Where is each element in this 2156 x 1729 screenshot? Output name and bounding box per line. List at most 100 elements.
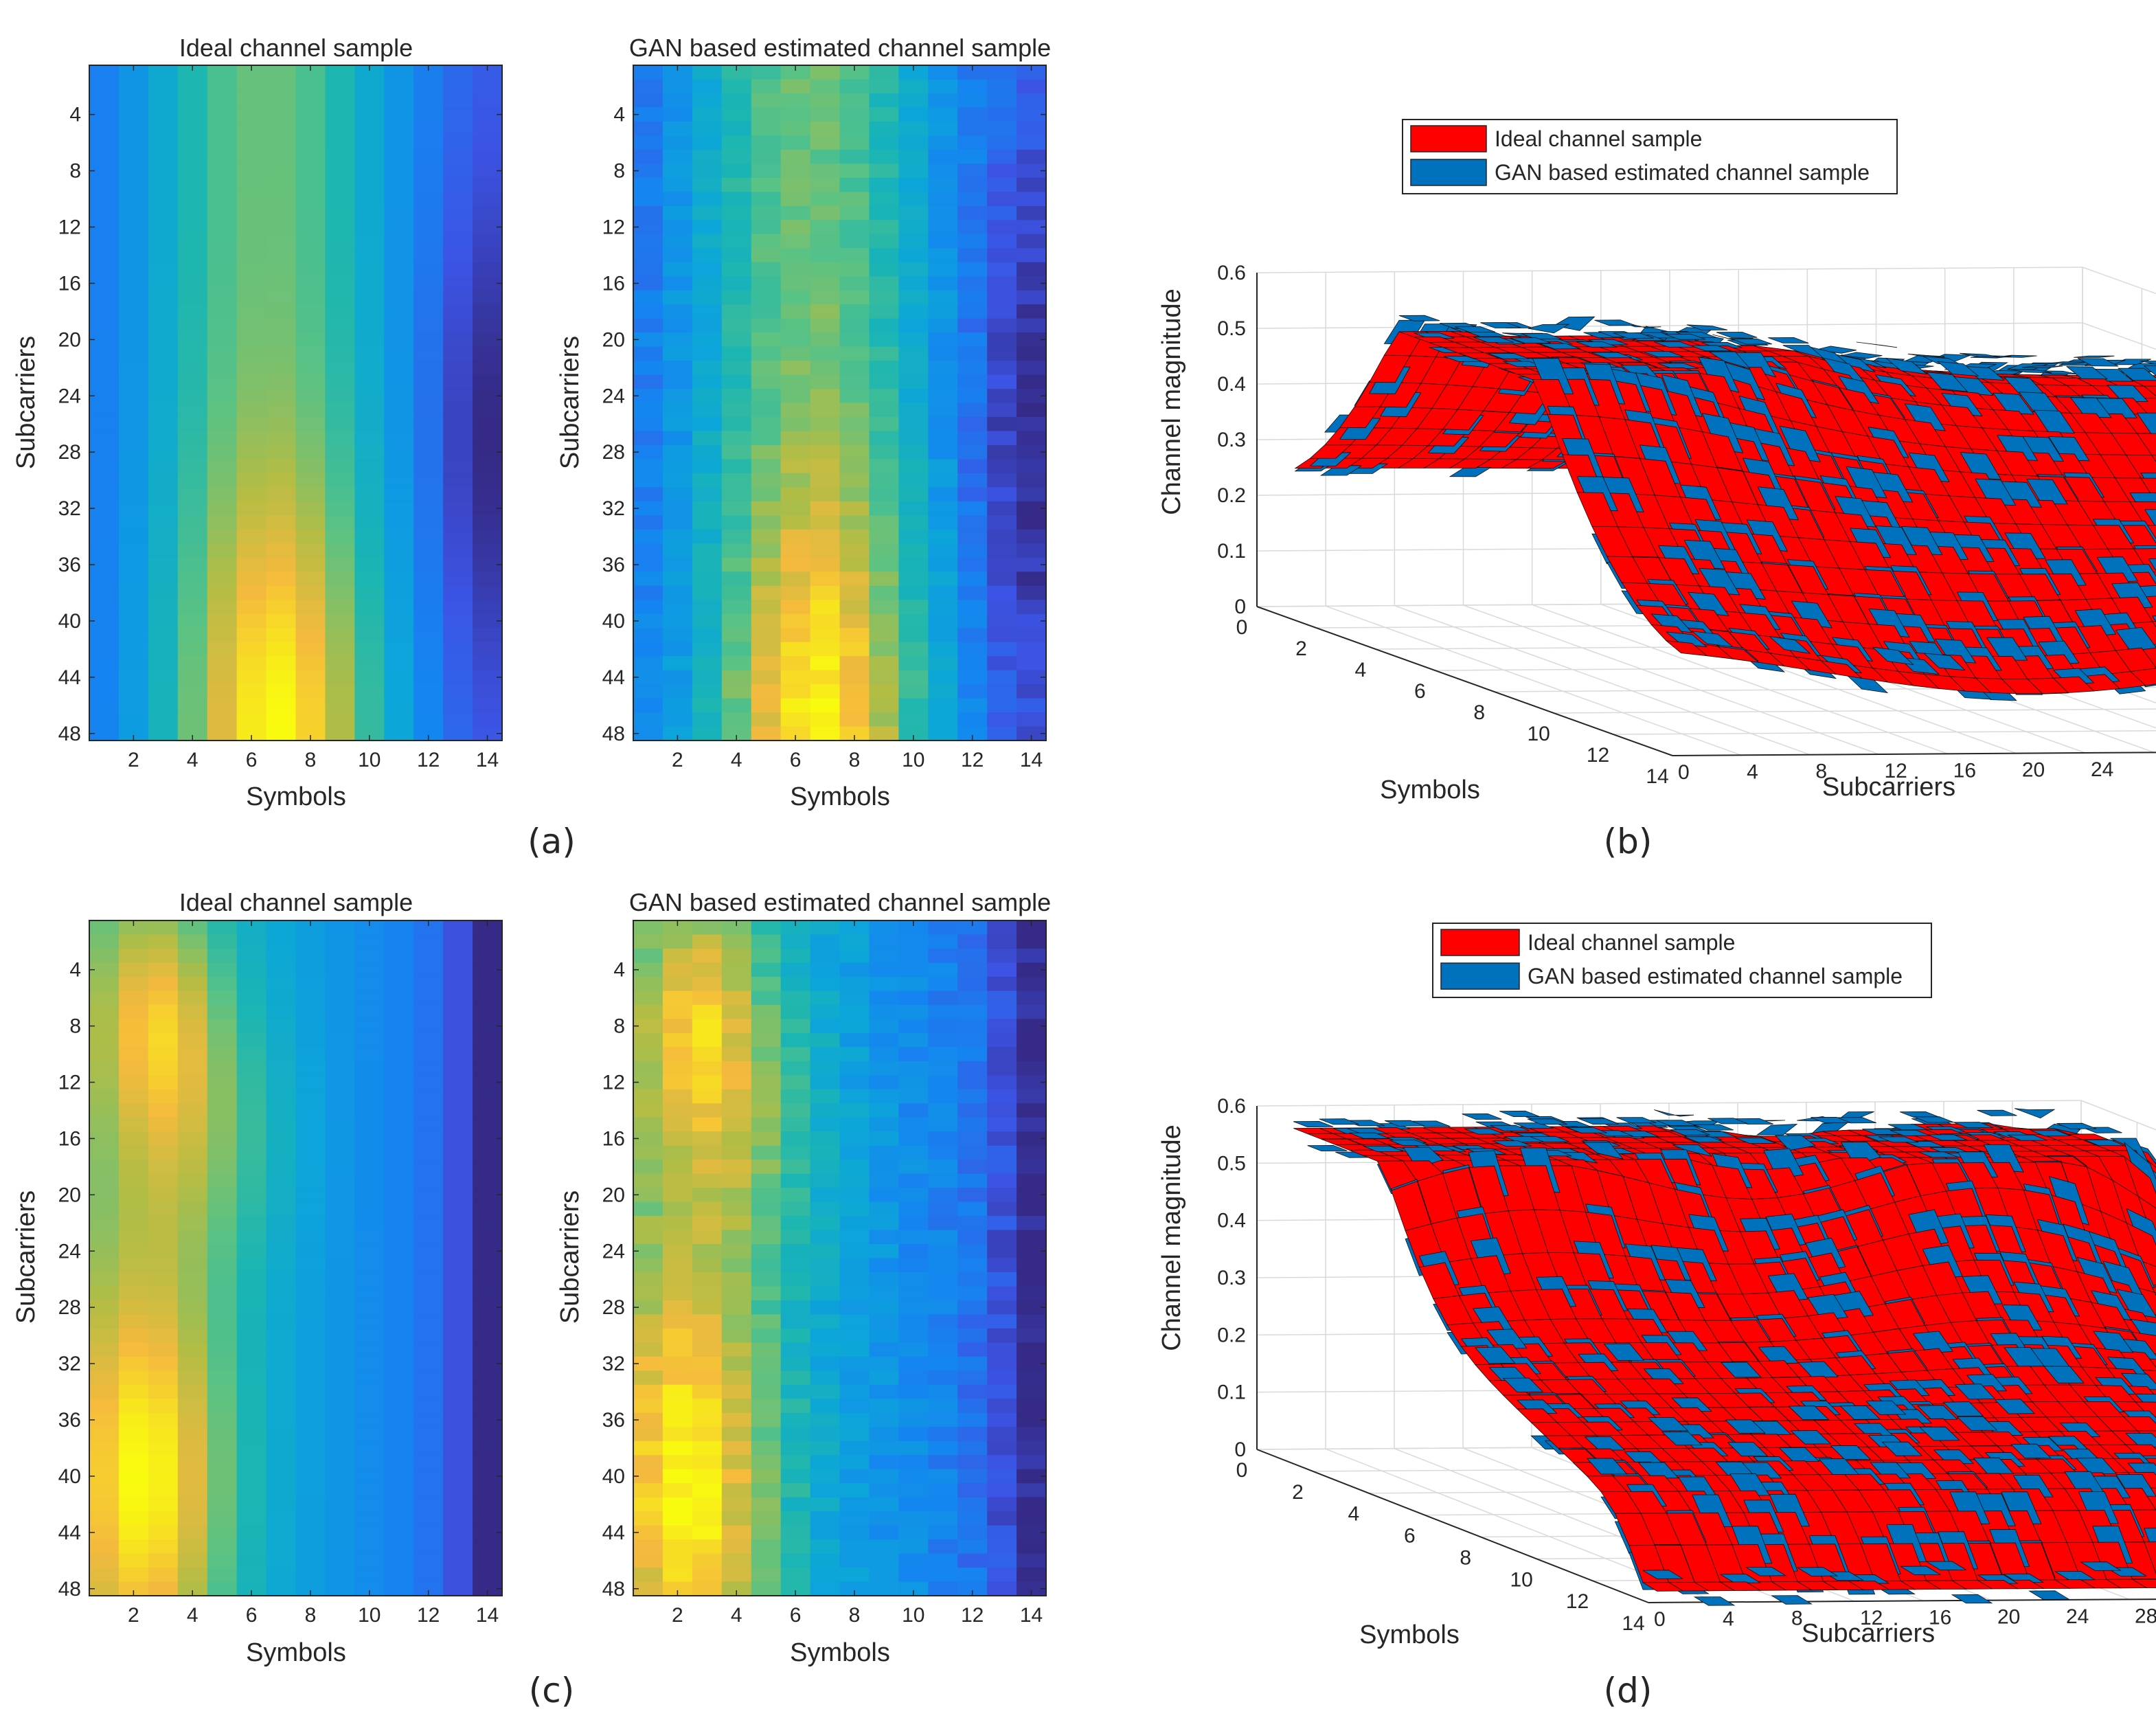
heatmap-cell <box>384 1483 414 1498</box>
heatmap-cell <box>473 1553 503 1568</box>
heatmap-cell <box>384 628 414 643</box>
surface-quad-gan <box>2074 355 2115 358</box>
heatmap-cell <box>177 1244 208 1259</box>
heatmap-cell <box>413 1483 444 1498</box>
heatmap-cell <box>89 698 120 713</box>
heatmap-cell <box>957 135 988 150</box>
heatmap-cell <box>692 276 723 291</box>
heatmap-cell <box>1017 79 1047 94</box>
heatmap-cell <box>443 1131 473 1146</box>
heatmap-cell <box>473 1455 503 1470</box>
heatmap-cell <box>869 628 899 643</box>
heatmap-cell <box>839 1286 870 1301</box>
surface-quad-gan <box>1670 1129 1710 1135</box>
heatmap-cell <box>839 346 870 361</box>
heatmap-cell <box>473 473 503 488</box>
heatmap-cell <box>325 389 355 404</box>
heatmap-cell <box>207 473 238 488</box>
heatmap-cell <box>413 557 444 572</box>
heatmap-cell <box>177 934 208 949</box>
heatmap-cell <box>751 1314 782 1329</box>
heatmap-cell <box>236 304 267 319</box>
heatmap-cell <box>118 1188 149 1203</box>
heatmap-cell <box>295 1483 326 1498</box>
heatmap-cell <box>987 1568 1017 1583</box>
heatmap-cell <box>325 444 355 460</box>
heatmap-cell <box>325 684 355 699</box>
heatmap-cell <box>354 670 385 685</box>
heatmap-cell <box>869 1075 899 1090</box>
heatmap-cell <box>325 1117 355 1132</box>
heatmap-cell <box>89 1483 120 1498</box>
heatmap-cell <box>384 1272 414 1287</box>
heatmap-cell <box>898 557 929 572</box>
heatmap-cell <box>354 1145 385 1160</box>
heatmap-cell <box>207 1032 238 1048</box>
heatmap-cell <box>177 1047 208 1062</box>
heatmap-cell <box>443 1117 473 1132</box>
heatmap-cell <box>928 1286 958 1301</box>
heatmap-cell <box>384 416 414 432</box>
heatmap-cell <box>780 1047 811 1062</box>
heatmap-cell <box>751 1201 782 1217</box>
heatmap-cell <box>839 1019 870 1034</box>
heatmap-cell <box>751 1497 782 1512</box>
heatmap-cell <box>721 1032 752 1048</box>
heatmap-cell <box>692 135 723 150</box>
heatmap-cell <box>957 1483 988 1498</box>
heatmap-cell <box>810 501 841 516</box>
heatmap-cell <box>1017 1440 1047 1456</box>
heatmap-cell <box>207 991 238 1006</box>
surface-ztick-label: 0.1 <box>1217 540 1246 563</box>
heatmap-cell <box>118 1440 149 1456</box>
heatmap-cell <box>987 1399 1017 1414</box>
heatmap-cell <box>325 107 355 122</box>
heatmap-ytick-label: 24 <box>58 1240 81 1263</box>
heatmap-cell <box>692 1201 723 1217</box>
heatmap-cell <box>443 585 473 600</box>
heatmap-cell <box>354 600 385 615</box>
heatmap-cell <box>177 1216 208 1231</box>
heatmap-cell <box>810 487 841 502</box>
heatmap-cell <box>751 1117 782 1132</box>
heatmap-cell <box>810 1511 841 1526</box>
heatmap-xtick-label: 4 <box>187 749 198 771</box>
heatmap-cell <box>721 585 752 600</box>
heatmap-cell <box>295 1427 326 1442</box>
heatmap-cell <box>89 1356 120 1371</box>
heatmap-cell <box>177 1553 208 1568</box>
heatmap-cell <box>662 684 693 699</box>
heatmap-cell <box>89 726 120 741</box>
heatmap-cell <box>987 163 1017 179</box>
heatmap-cell <box>987 670 1017 685</box>
heatmap-cell <box>177 642 208 657</box>
heatmap-cell <box>148 920 179 936</box>
heatmap-cell <box>839 948 870 964</box>
heatmap-cell <box>839 1103 870 1118</box>
heatmap-cell <box>473 1469 503 1484</box>
heatmap-cell <box>148 149 179 164</box>
heatmap-cell <box>413 962 444 977</box>
heatmap-cell <box>148 177 179 192</box>
heatmap-cell <box>295 1314 326 1329</box>
heatmap-cell <box>869 65 899 80</box>
heatmap-cell <box>148 1469 179 1484</box>
heatmap-cell <box>177 1525 208 1540</box>
surface-quad-gan <box>1856 341 1898 348</box>
heatmap-cell <box>898 65 929 80</box>
heatmap-cell <box>207 1300 238 1315</box>
heatmap-cell <box>928 976 958 991</box>
heatmap-cell <box>662 1469 693 1484</box>
heatmap-cell <box>928 1103 958 1118</box>
heatmap-cell <box>354 431 385 446</box>
heatmap-cell <box>987 1427 1017 1442</box>
heatmap-cell <box>207 934 238 949</box>
heatmap-cell <box>898 205 929 221</box>
heatmap-cell <box>148 93 179 109</box>
heatmap-cell <box>928 1553 958 1568</box>
heatmap-cell <box>898 1019 929 1034</box>
heatmap-cell <box>236 135 267 150</box>
heatmap-cell <box>898 389 929 404</box>
heatmap-cell <box>751 1258 782 1273</box>
surface-quad-gan <box>1782 345 1824 359</box>
